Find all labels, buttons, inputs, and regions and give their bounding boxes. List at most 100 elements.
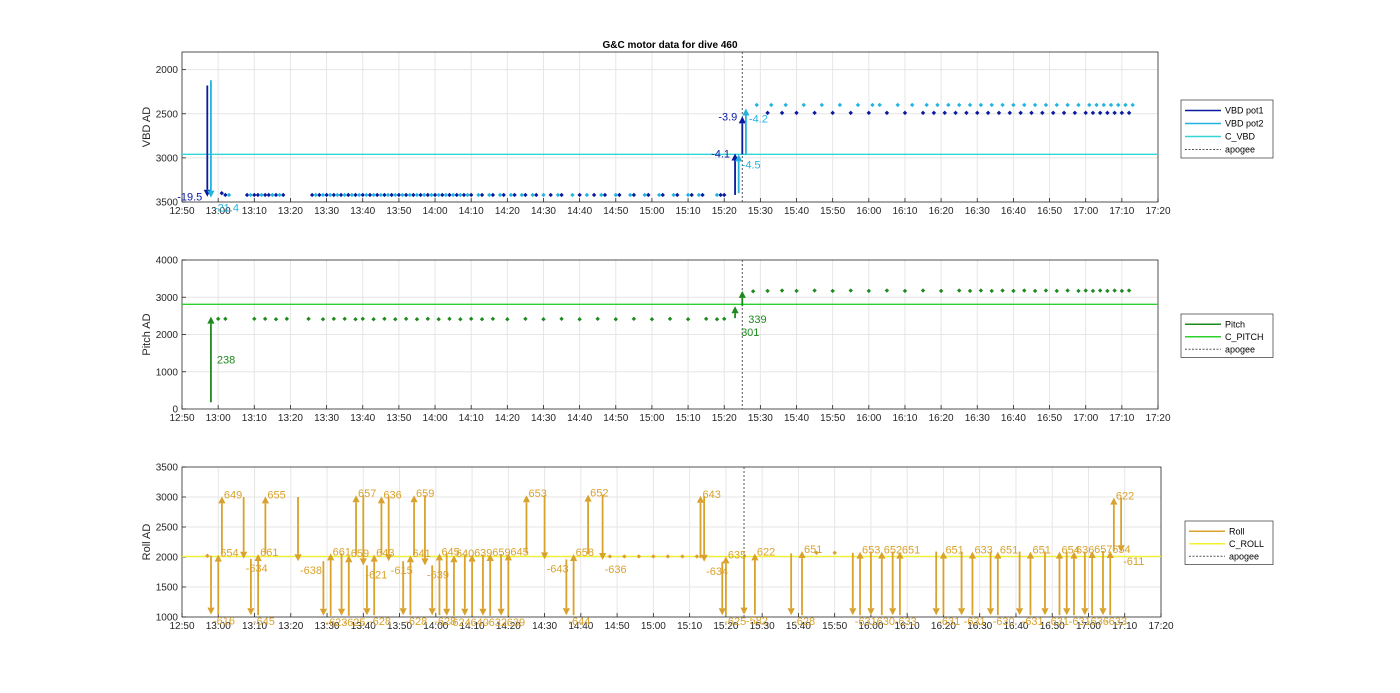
- pitch-point: [284, 316, 290, 322]
- roll-move-label: -631: [1069, 616, 1091, 628]
- vbd-pot1-point: [646, 192, 651, 198]
- pitch-point: [414, 317, 420, 322]
- roll-point: [814, 550, 819, 555]
- vbd-pot2-move-head: [207, 190, 215, 198]
- roll-move-label: 633: [974, 545, 992, 557]
- roll-move-label: -638: [300, 565, 322, 577]
- vbd-pot1-point: [884, 110, 890, 116]
- pitch-point: [393, 317, 398, 322]
- y-axis-label: Pitch AD: [141, 313, 153, 355]
- vbd-pot2-point: [870, 102, 875, 108]
- vbd-pot1-move-label: -3.9: [718, 111, 737, 123]
- roll-move-label: 639: [474, 548, 492, 560]
- y-tick-label: 3000: [156, 293, 179, 304]
- roll-move-label: -623: [325, 617, 347, 629]
- vbd-pot1-point: [461, 192, 467, 198]
- roll-move-head: [696, 495, 705, 503]
- roll-move-head: [421, 558, 429, 566]
- x-tick-label: 14:10: [460, 621, 485, 632]
- roll-move-label: 651: [902, 545, 920, 557]
- x-tick-label: 15:20: [712, 413, 737, 424]
- vbd-pot1-point: [548, 192, 553, 198]
- vbd-pot1-point: [975, 110, 980, 116]
- vbd-pot2-point: [978, 102, 984, 108]
- x-tick-label: 13:40: [350, 206, 375, 217]
- pitch-point: [714, 317, 720, 322]
- roll-move-head: [896, 551, 904, 559]
- vbd-pot1-point: [1126, 110, 1132, 116]
- pitch-move-head: [731, 306, 739, 314]
- pitch-point: [331, 316, 337, 322]
- vbd-pot2-point: [1022, 102, 1027, 108]
- x-tick-label: 13:10: [242, 621, 267, 632]
- pitch-move-head: [738, 290, 746, 298]
- chart-title: G&C motor data for dive 460: [602, 40, 737, 51]
- vbd-pot1-point: [324, 192, 329, 198]
- vbd-pot2-point: [443, 192, 449, 198]
- roll-point: [205, 553, 210, 558]
- vbd-pot1-point: [718, 192, 723, 198]
- roll-move-label: 651: [945, 545, 963, 557]
- vbd-pot1-point: [779, 110, 785, 116]
- vbd-pot2-point: [1011, 102, 1016, 108]
- legend-entry: apogee: [1225, 145, 1255, 155]
- vbd-pot1-point: [454, 192, 459, 198]
- pitch-move-label: 238: [217, 355, 235, 367]
- pitch-point: [967, 288, 973, 294]
- roll-move-head: [867, 608, 875, 616]
- vbd-pot1-move-head: [738, 116, 746, 124]
- y-tick-label: 4000: [156, 256, 179, 267]
- roll-move-head: [849, 608, 857, 616]
- vbd-pot2-move-head: [735, 154, 743, 162]
- vbd-pot2-point: [270, 192, 275, 198]
- x-tick-label: 16:10: [895, 621, 920, 632]
- vbd-pot1-point: [219, 190, 224, 196]
- vbd-pot2-point: [320, 192, 326, 198]
- vbd-pot2-point: [1101, 102, 1106, 108]
- vbd-pot2-point: [364, 192, 369, 198]
- y-tick-label: 2500: [156, 109, 179, 120]
- pitch-point: [505, 317, 510, 322]
- vbd-pot1-point: [447, 192, 452, 198]
- vbd-pot1-point: [591, 192, 597, 198]
- roll-move-label: -636: [1087, 616, 1109, 628]
- vbd-pot2-point: [656, 192, 662, 198]
- pitch-point: [223, 316, 228, 322]
- vbd-pot2-move-label: -21.4: [214, 203, 239, 215]
- roll-move-label: 657: [358, 488, 376, 500]
- y-tick-label: 1500: [156, 583, 179, 594]
- x-tick-label: 12:50: [169, 206, 194, 217]
- x-tick-label: 14:00: [423, 621, 448, 632]
- vbd-pot1-point: [440, 192, 445, 198]
- vbd-pot1-point: [812, 110, 817, 116]
- vbd-pot2-point: [407, 192, 412, 198]
- roll-point: [651, 554, 656, 559]
- roll-move-label: 659: [416, 488, 434, 500]
- vbd-pot1-point: [1007, 110, 1012, 116]
- roll-move-head: [722, 556, 730, 564]
- vbd-pot1-point: [490, 192, 496, 198]
- roll-move-head: [247, 608, 255, 616]
- x-tick-label: 16:20: [929, 413, 954, 424]
- pitch-point: [403, 316, 409, 322]
- roll-move-head: [406, 555, 415, 563]
- vbd-pot2-point: [1130, 102, 1135, 108]
- roll-move-label: 643: [703, 489, 721, 501]
- pitch-point: [1119, 288, 1125, 294]
- vbd-pot1-point: [1040, 110, 1045, 116]
- roll-move-head: [1106, 551, 1114, 558]
- roll-move-label: -615: [391, 565, 413, 577]
- pitch-point: [541, 317, 546, 322]
- vbd-pot1-point: [375, 192, 380, 198]
- vbd-pot1-point: [942, 110, 947, 116]
- vbd-pot1-point: [1090, 110, 1096, 116]
- pitch-point: [902, 288, 908, 294]
- roll-move-head: [337, 608, 346, 616]
- roll-move-label: -631: [1047, 616, 1069, 628]
- roll-move-head: [889, 608, 897, 616]
- vbd-pot1-point: [794, 110, 799, 116]
- x-tick-label: 13:20: [278, 621, 303, 632]
- roll-move-label: -628: [793, 616, 815, 628]
- pitch-point: [750, 289, 756, 294]
- vbd-pot1-point: [244, 192, 250, 198]
